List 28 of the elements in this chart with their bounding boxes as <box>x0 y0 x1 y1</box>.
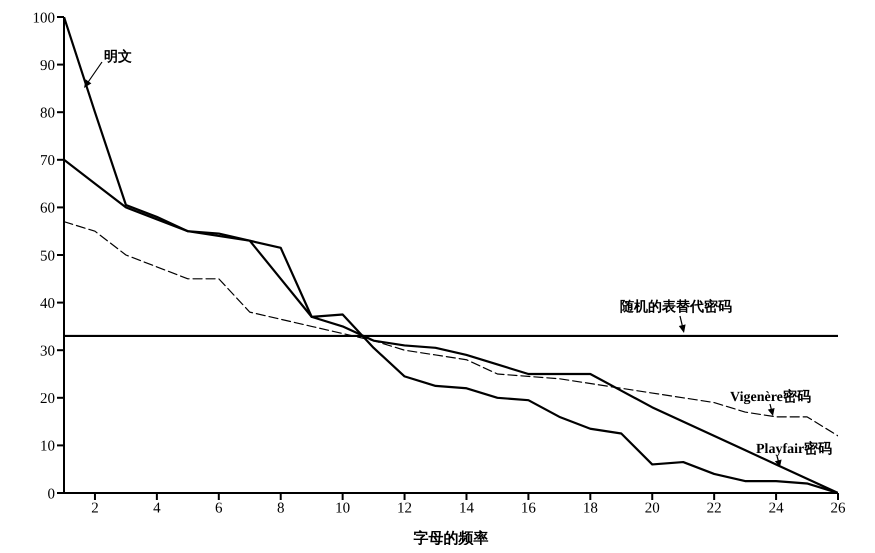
x-tick-label: 2 <box>91 500 99 517</box>
x-tick-label: 4 <box>153 500 162 517</box>
x-tick-label: 16 <box>520 500 536 517</box>
y-tick-label: 10 <box>40 438 55 455</box>
x-tick-label: 14 <box>458 500 474 517</box>
x-tick-label: 20 <box>644 500 660 517</box>
x-tick-label: 6 <box>215 500 224 517</box>
y-tick-label: 40 <box>40 296 55 312</box>
y-tick-label: 30 <box>40 344 55 360</box>
y-tick-label: 50 <box>40 248 55 264</box>
x-tick-label: 26 <box>830 500 846 517</box>
x-tick-label: 12 <box>397 500 412 517</box>
x-tick-label: 22 <box>706 500 722 517</box>
y-tick-label: 20 <box>40 391 55 408</box>
x-tick-label: 8 <box>276 500 284 517</box>
x-tick-label: 18 <box>582 500 598 517</box>
y-tick-label: 100 <box>32 10 55 26</box>
y-tick-label: 80 <box>40 106 55 122</box>
series-label: Vigenère密码 <box>730 388 811 405</box>
series-label: 明文 <box>104 48 132 65</box>
y-tick-label: 60 <box>40 200 55 217</box>
series-label: 随机的表替代密码 <box>620 298 732 315</box>
x-tick-label: 10 <box>335 500 350 517</box>
y-tick-label: 0 <box>48 486 55 502</box>
y-tick-label: 70 <box>40 153 55 170</box>
y-tick-label: 90 <box>40 58 55 74</box>
series-label: Playfair密码 <box>756 440 832 457</box>
x-tick-label: 24 <box>768 500 784 517</box>
